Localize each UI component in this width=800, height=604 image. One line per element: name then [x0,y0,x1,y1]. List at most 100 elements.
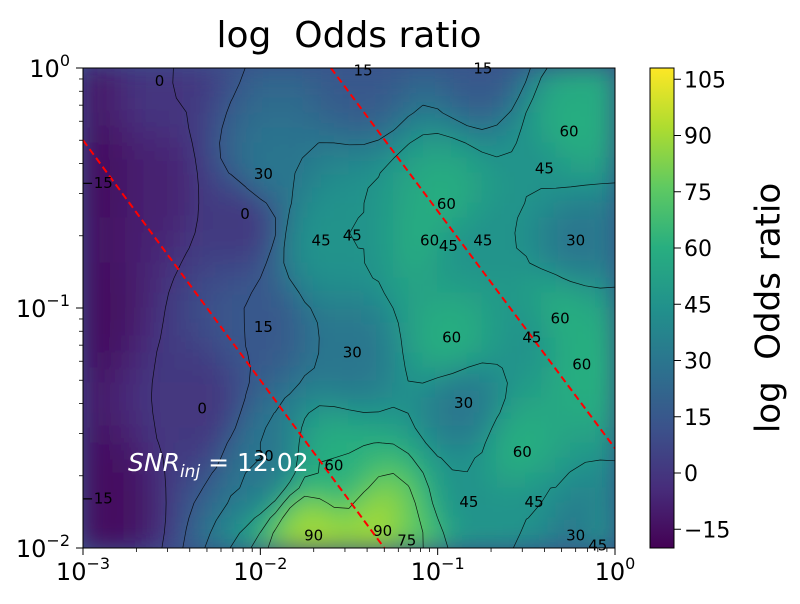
contour-label: 60 [324,456,343,474]
heatmap-cell [363,82,380,99]
heatmap-cell [555,337,572,354]
heatmap-cell [185,232,202,249]
heatmap-cell [481,172,498,189]
heatmap-cell [200,382,217,399]
heatmap-cell [141,112,158,129]
heatmap-cell [230,322,247,339]
heatmap-cell [378,427,394,444]
heatmap-cell [318,112,335,129]
heatmap-cell [392,412,409,429]
heatmap-cell [112,502,128,519]
heatmap-cell [407,307,424,324]
heatmap-cell [584,457,601,474]
heatmap-cell [555,232,572,249]
heatmap-cell [318,367,335,384]
heatmap-cell [451,277,468,294]
heatmap-cell [540,277,557,294]
heatmap-cell [422,382,439,399]
heatmap-cell [422,82,439,99]
heatmap-cell [126,157,143,174]
heatmap-cell [466,487,483,504]
heatmap-cell [156,487,173,504]
heatmap-cell [97,517,114,534]
heatmap-cell [112,262,128,279]
heatmap-cell [363,442,380,459]
heatmap-cell [599,187,615,204]
heatmap-cell [304,487,320,504]
heatmap-cell [451,532,468,548]
heatmap-cell [378,412,394,429]
contour-label: 0 [197,399,207,417]
heatmap-cell [422,412,439,429]
heatmap-cell [496,322,513,339]
heatmap-cell [570,247,586,264]
heatmap-cell [83,427,99,444]
heatmap-cell [126,412,143,429]
heatmap-cell [496,277,513,294]
heatmap-cell [259,412,276,429]
heatmap-cell [245,517,261,534]
heatmap-cell [259,502,276,519]
heatmap-cell [171,217,187,234]
heatmap-cell [230,112,247,129]
contour-label: 0 [240,205,250,223]
heatmap-cell [259,262,276,279]
heatmap-cell [333,307,350,324]
heatmap-cell [511,352,527,369]
heatmap-cell [304,247,320,264]
heatmap-cell [112,322,128,339]
heatmap-cell [141,322,158,339]
heatmap-cell [363,367,380,384]
heatmap-cell [407,502,424,519]
heatmap-cell [259,442,276,459]
heatmap-cell [141,97,158,114]
heatmap-cell [141,427,158,444]
heatmap-cell [171,112,187,129]
heatmap-cell [259,277,276,294]
heatmap-cell [481,517,498,534]
contour-label: 45 [522,329,541,347]
heatmap-cell [185,307,202,324]
heatmap-cell [112,112,128,129]
heatmap-cell [570,172,586,189]
heatmap-cell [437,427,453,444]
heatmap-cell [555,412,572,429]
heatmap-cell [156,292,173,309]
heatmap-cell [97,367,114,384]
heatmap-cell [511,68,527,84]
heatmap-cell [407,382,424,399]
heatmap-cell [511,277,527,294]
heatmap-cell [126,502,143,519]
heatmap-cell [126,202,143,219]
heatmap-cell [451,112,468,129]
heatmap-cell [511,487,527,504]
heatmap-cell [274,157,291,174]
heatmap-cell [171,472,187,489]
heatmap-cell [422,247,439,264]
heatmap-cell [407,292,424,309]
heatmap-cell [289,352,306,369]
heatmap-cell [230,532,247,548]
heatmap-cell [496,427,513,444]
heatmap-cell [318,68,335,84]
heatmap-cell [97,292,114,309]
heatmap-cell [259,157,276,174]
heatmap-cell [318,352,335,369]
heatmap-cell [540,517,557,534]
heatmap-cell [496,382,513,399]
colorbar-tick-label: 30 [684,350,712,375]
heatmap-cell [348,187,365,204]
heatmap-cell [392,172,409,189]
heatmap-cell [230,487,247,504]
heatmap-cell [378,172,394,189]
heatmap-cell [540,502,557,519]
heatmap-cell [540,232,557,249]
heatmap-cell [112,307,128,324]
heatmap-cell [555,532,572,548]
heatmap-cell [348,472,365,489]
heatmap-cell [318,277,335,294]
heatmap-cell [570,277,586,294]
heatmap-cell [363,352,380,369]
heatmap-cell [466,502,483,519]
heatmap-cell [156,532,173,548]
